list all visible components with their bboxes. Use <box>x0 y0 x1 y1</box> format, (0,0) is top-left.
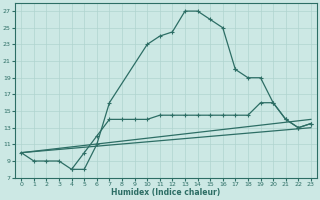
X-axis label: Humidex (Indice chaleur): Humidex (Indice chaleur) <box>111 188 221 197</box>
